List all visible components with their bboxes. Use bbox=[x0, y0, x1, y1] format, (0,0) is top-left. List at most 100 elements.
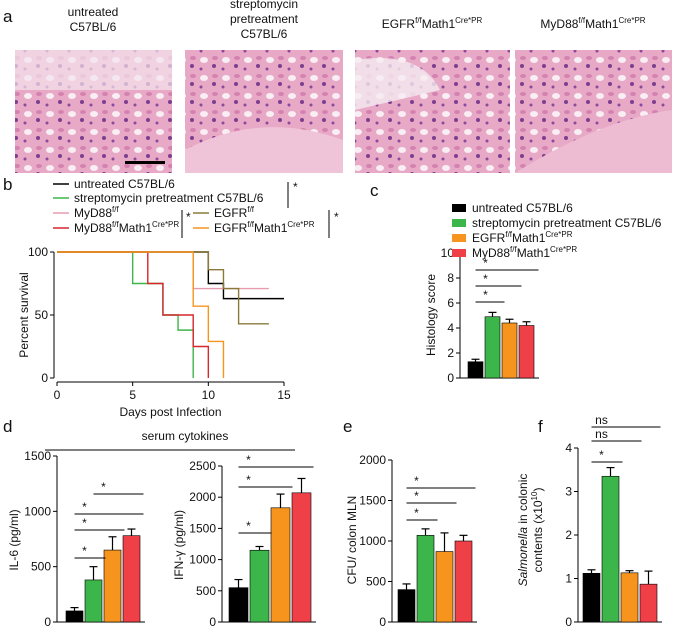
x-tick-label: 15 bbox=[277, 388, 291, 402]
significance: * bbox=[483, 272, 488, 286]
text-segment: C57BL/6 bbox=[70, 20, 117, 34]
bar bbox=[228, 587, 249, 623]
significance: * bbox=[334, 210, 339, 224]
text-segment: Math1 bbox=[254, 221, 288, 235]
error-bar bbox=[108, 536, 117, 551]
survival-curve bbox=[57, 251, 225, 378]
legend-label: untreated C57BL/6 bbox=[472, 201, 573, 215]
text-segment: C57BL/6 bbox=[241, 27, 288, 41]
y-tick-label: 500 bbox=[31, 560, 51, 574]
error-bar bbox=[522, 321, 531, 326]
legend-swatch bbox=[452, 204, 466, 212]
image-label: C57BL/6 bbox=[241, 27, 288, 41]
y-tick-label: 500 bbox=[196, 584, 216, 598]
y-tick-label: 2500 bbox=[189, 459, 216, 473]
survival-curve bbox=[57, 251, 284, 300]
bar bbox=[122, 535, 141, 623]
error-bar bbox=[297, 477, 306, 493]
y-tick-label: 0 bbox=[209, 615, 216, 629]
text-segment: pretreatment bbox=[230, 12, 299, 26]
y-tick-label: 1500 bbox=[359, 494, 386, 508]
legend-label: EGFRf/f bbox=[214, 205, 255, 220]
bar bbox=[501, 322, 518, 379]
panel-label: b bbox=[3, 175, 12, 194]
text-segment: MyD88 bbox=[540, 17, 578, 31]
significance: * bbox=[483, 288, 488, 302]
text-segment: Salmonella bbox=[516, 527, 530, 587]
error-bar bbox=[255, 545, 264, 551]
y-tick-label: 1000 bbox=[24, 504, 51, 518]
legend-swatch bbox=[452, 219, 466, 227]
panel-label: a bbox=[3, 7, 13, 26]
text-segment: Math1 bbox=[512, 231, 546, 245]
y-tick-label: 1000 bbox=[189, 553, 216, 567]
error-bar bbox=[402, 583, 411, 590]
text-segment: Cre*PR bbox=[545, 230, 572, 239]
text-segment: untreated C57BL/6 bbox=[472, 201, 573, 215]
survival-curve bbox=[57, 251, 269, 325]
y-tick-label: 1500 bbox=[24, 449, 51, 463]
image-label: streptomycin bbox=[230, 0, 298, 11]
error-bar bbox=[127, 528, 136, 536]
text-segment: ) bbox=[531, 488, 545, 492]
text-segment: Cre*PR bbox=[287, 220, 314, 229]
image-label: EGFRf/fMath1Cre*PR bbox=[382, 16, 483, 31]
y-tick-label: 100 bbox=[28, 245, 48, 259]
error-bar bbox=[587, 569, 596, 574]
bar bbox=[84, 579, 103, 623]
x-tick-label: 0 bbox=[54, 388, 61, 402]
muscle-layer bbox=[185, 127, 343, 173]
text-segment: streptomycin pretreatment C57BL/6 bbox=[74, 191, 264, 205]
error-bar bbox=[606, 466, 615, 477]
y-tick-label: 8 bbox=[447, 271, 454, 285]
significance: * bbox=[186, 210, 191, 224]
bar bbox=[518, 325, 535, 379]
image-label: C57BL/6 bbox=[70, 20, 117, 34]
lumen bbox=[355, 58, 440, 110]
text-segment: EGFR bbox=[472, 231, 506, 245]
legend-swatch bbox=[452, 234, 466, 242]
text-segment: Math1 bbox=[517, 246, 551, 260]
bar bbox=[249, 549, 270, 623]
y-tick-label: 500 bbox=[366, 575, 386, 589]
error-bar bbox=[488, 311, 497, 317]
legend-swatch bbox=[452, 249, 466, 257]
bar bbox=[484, 316, 501, 379]
y-tick-label: 0 bbox=[379, 615, 386, 629]
error-bar bbox=[89, 566, 98, 580]
y-axis-label: Histology score bbox=[424, 274, 438, 356]
text-segment: f/f bbox=[578, 16, 585, 25]
histology-images bbox=[15, 50, 672, 173]
significance: * bbox=[246, 473, 251, 487]
text-segment: Math1 bbox=[119, 221, 153, 235]
y-tick-label: 0 bbox=[44, 615, 51, 629]
y-tick-label: 0 bbox=[565, 615, 572, 629]
lumen bbox=[15, 50, 172, 90]
text-segment: EGFR bbox=[382, 17, 416, 31]
significance: * bbox=[414, 489, 419, 503]
bar bbox=[65, 610, 84, 623]
significance: ns bbox=[595, 413, 608, 427]
text-segment: Cre*PR bbox=[550, 245, 577, 254]
x-axis-label: Days post Infection bbox=[119, 405, 221, 419]
text-segment: MyD88 bbox=[74, 221, 112, 235]
y-tick-label: 3 bbox=[565, 485, 572, 499]
annotation: serum cytokines bbox=[142, 429, 229, 443]
text-segment: IFN-γ (pg/ml) bbox=[172, 510, 186, 580]
legend-label: streptomycin pretreatment C57BL/6 bbox=[74, 191, 264, 205]
image-label: pretreatment bbox=[230, 12, 299, 26]
text-segment: streptomycin bbox=[230, 0, 298, 11]
y-tick-label: 1500 bbox=[189, 521, 216, 535]
panel-label: e bbox=[343, 417, 352, 436]
text-segment: MyD88 bbox=[472, 246, 510, 260]
y-axis-label: IL-6 (pg/ml) bbox=[7, 509, 21, 570]
y-axis-label: Percent survival bbox=[17, 272, 31, 357]
legend-label: untreated C57BL/6 bbox=[74, 177, 175, 191]
error-bar bbox=[471, 358, 480, 362]
panel-label: d bbox=[3, 417, 12, 436]
y-tick-label: 2000 bbox=[189, 490, 216, 504]
y-axis-label: CFU/ colon MLN bbox=[345, 496, 359, 585]
text-segment: untreated C57BL/6 bbox=[74, 177, 175, 191]
significance: * bbox=[414, 506, 419, 520]
